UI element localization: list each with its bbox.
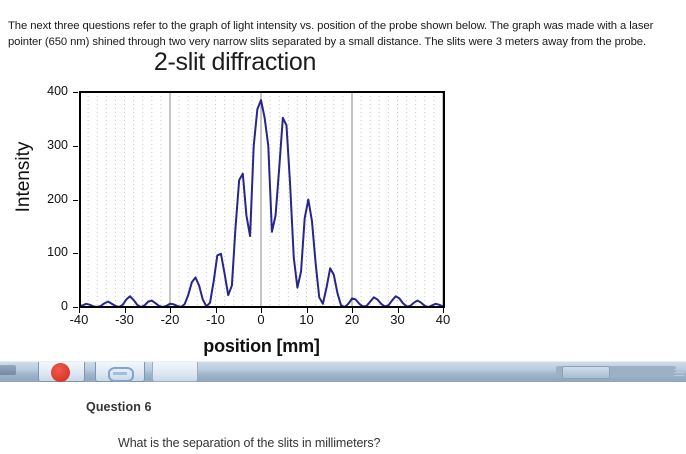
x-tick-label: -40 [69,312,89,327]
x-tick-mark [170,308,171,313]
taskbar-button-extra[interactable] [152,362,198,382]
diffraction-figure: 2-slit diffraction Intensity position [m… [0,48,470,360]
y-tick-mark [73,145,78,147]
chart-axis-top [79,91,445,93]
x-tick-mark [79,308,80,313]
x-tick-mark [397,308,399,313]
x-tick-label: -20 [160,312,180,327]
opera-icon [51,363,70,382]
x-tick-mark [443,308,444,313]
window-edge-handle[interactable] [0,365,16,375]
taskbar-button-opera[interactable] [38,362,85,382]
taskbar-strip [0,361,686,382]
y-tick-label: 400 [47,84,68,98]
x-tick-label: 10 [299,312,314,327]
x-tick-label: 40 [435,312,451,327]
chart-plot-area [79,92,443,307]
x-tick-mark [352,308,353,313]
chart-data-curve [79,99,443,307]
intro-paragraph: The next three questions refer to the gr… [8,20,654,48]
chart-gridlines [79,92,443,307]
x-tick-label: 0 [257,312,265,327]
question-heading: Question 6 [86,400,152,414]
chart-axis-x [79,306,445,308]
y-tick-mark [73,92,78,93]
x-tick-label: 20 [344,312,360,327]
y-tick-label: 0 [61,299,68,313]
chart-axis-right [443,92,445,308]
y-tick-mark [73,199,78,201]
x-tick-mark [261,308,262,313]
chart-title: 2-slit diffraction [153,48,317,76]
y-tick-label: 200 [47,191,68,206]
taskbar-button-ie[interactable] [95,362,145,382]
horizontal-scrollbar-thumb[interactable] [562,366,610,379]
resize-grip-icon[interactable] [674,367,684,376]
x-tick-mark [124,308,126,313]
x-tick-mark [306,308,308,313]
y-tick-label: 300 [47,137,68,152]
x-tick-label: 30 [390,312,405,327]
y-tick-label: 100 [47,245,68,260]
question-prompt: What is the separation of the slits in m… [118,436,381,450]
chart-y-axis-label: Intensity [13,141,34,213]
x-tick-label: -10 [206,312,225,327]
horizontal-scrollbar-track[interactable] [556,366,676,377]
chart-axis-y [79,92,81,308]
x-tick-label: -30 [115,312,134,327]
y-tick-mark [73,253,78,255]
x-tick-mark [215,308,217,313]
y-tick-mark [73,307,78,308]
ie-icon [108,367,134,382]
chart-x-axis-label: position [mm] [203,336,320,356]
